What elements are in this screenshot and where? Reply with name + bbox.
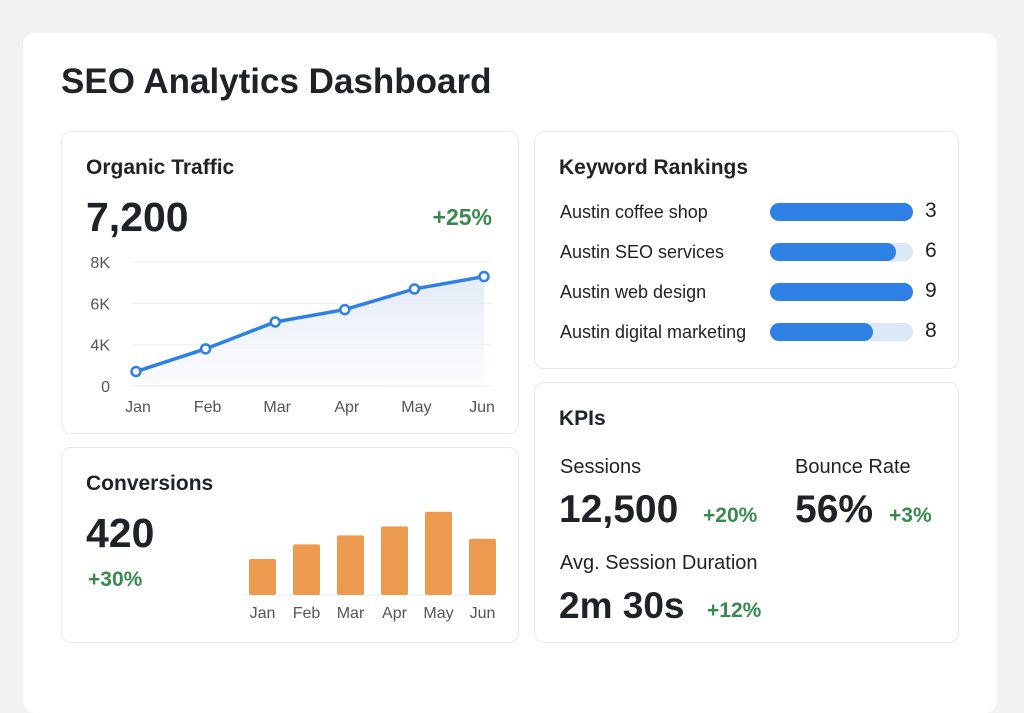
y-tick-label: 6K xyxy=(90,296,110,313)
card-title: Conversions xyxy=(86,472,214,495)
kpis-card: KPIs Sessions 12,500 +20% Bounce Rate 56… xyxy=(534,382,959,643)
conversions-value: 420 xyxy=(86,510,155,556)
x-tick-label: Feb xyxy=(293,605,321,622)
bounce-rate-value: 56% xyxy=(795,488,874,531)
keyword-rank-bar xyxy=(770,323,913,341)
conversions-change: +30% xyxy=(88,568,143,591)
data-point xyxy=(339,303,351,316)
bounce-rate-change: +3% xyxy=(889,504,932,527)
x-tick-label: May xyxy=(423,605,453,622)
organic-traffic-value: 7,200 xyxy=(86,194,189,240)
keyword-rank-bar-fill xyxy=(770,203,913,221)
keyword-rank-value: 3 xyxy=(925,199,937,222)
x-tick-label: Mar xyxy=(337,605,365,622)
data-point xyxy=(408,283,421,295)
data-point xyxy=(199,343,212,355)
session-duration-value: 2m 30s xyxy=(559,585,685,626)
page-title: SEO Analytics Dashboard xyxy=(61,62,492,101)
keyword-label: Austin SEO services xyxy=(560,242,725,262)
data-point xyxy=(269,316,281,328)
sessions-value: 12,500 xyxy=(559,488,679,531)
conversions-card: Conversions 420 +30% Jan Feb Mar Apr May Jun xyxy=(61,447,519,643)
sessions-label: Sessions xyxy=(560,456,642,478)
x-tick-label: Apr xyxy=(382,605,408,622)
card-title: Keyword Rankings xyxy=(559,156,749,179)
session-duration-change: +12% xyxy=(707,599,762,622)
organic-traffic-change: +25% xyxy=(432,204,492,230)
session-duration-label: Avg. Session Duration xyxy=(560,552,758,574)
keyword-rank-value: 8 xyxy=(925,319,937,342)
keyword-label: Austin coffee shop xyxy=(560,202,708,222)
traffic-line xyxy=(135,274,485,374)
conversion-bar xyxy=(293,544,320,595)
conversions-bar-chart: Jan Feb Mar Apr May Jun xyxy=(244,511,496,622)
area-fill xyxy=(136,276,484,386)
y-tick-label: 8K xyxy=(90,255,110,272)
x-tick-label: Apr xyxy=(334,399,360,416)
card-title: KPIs xyxy=(559,407,606,430)
card-title: Organic Traffic xyxy=(86,156,235,179)
x-tick-label: Jan xyxy=(125,399,151,416)
x-tick-label: Jan xyxy=(250,605,276,622)
keyword-rank-bar-fill xyxy=(770,323,873,341)
keyword-rank-bar xyxy=(770,283,913,301)
conversion-bar xyxy=(425,511,452,595)
y-tick-label: 4K xyxy=(90,338,110,355)
keyword-rank-value: 9 xyxy=(925,279,937,302)
x-tick-label: Jun xyxy=(469,399,495,416)
data-point xyxy=(130,365,142,378)
keyword-label: Austin web design xyxy=(560,282,707,302)
conversion-bar xyxy=(381,526,408,595)
keyword-rank-bar xyxy=(770,203,913,221)
conversion-bar xyxy=(337,535,364,595)
keyword-rank-bar xyxy=(770,243,913,261)
keyword-rank-value: 6 xyxy=(925,239,937,262)
keyword-label: Austin digital marketing xyxy=(560,322,747,342)
keyword-rankings-card: Keyword Rankings Austin coffee shop 3 Aus… xyxy=(534,131,959,369)
x-tick-label: Feb xyxy=(194,399,222,416)
sessions-change: +20% xyxy=(703,504,758,527)
conversion-bar xyxy=(469,538,496,595)
x-tick-label: Jun xyxy=(470,605,496,622)
bounce-rate-label: Bounce Rate xyxy=(795,456,911,478)
x-tick-label: Mar xyxy=(263,399,291,416)
keyword-rank-bar-fill xyxy=(770,283,913,301)
data-point xyxy=(478,270,490,283)
y-tick-label: 0 xyxy=(101,379,110,396)
conversion-bar xyxy=(249,559,276,595)
keyword-rank-bar-fill xyxy=(770,243,896,261)
organic-traffic-line-chart: 0 4K 6K 8K Jan Feb Mar Apr May Jun xyxy=(90,255,495,416)
organic-traffic-card: Organic Traffic 7,200 +25% 0 4K 6K 8K Jan Feb… xyxy=(61,131,519,434)
x-tick-label: May xyxy=(401,399,431,416)
